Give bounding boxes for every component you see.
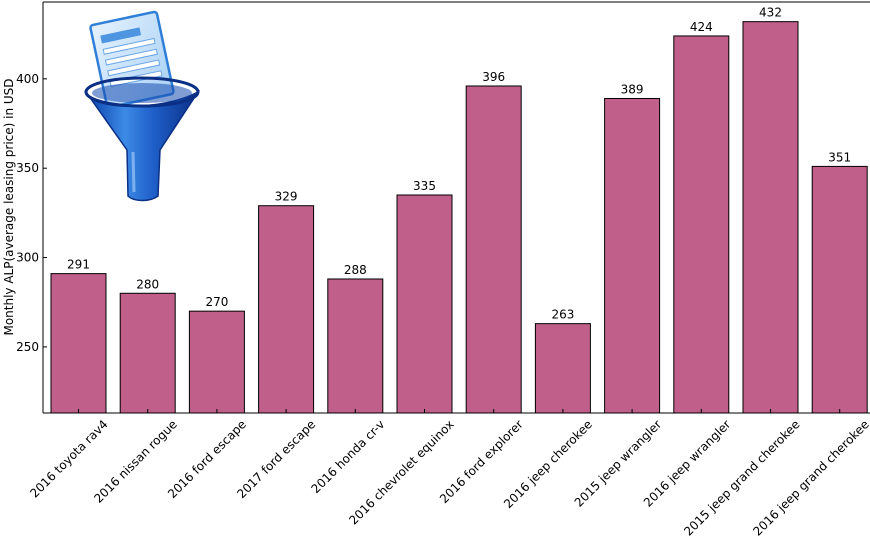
bar [534, 323, 591, 414]
bar-value-label: 424 [690, 20, 713, 34]
bar-value-label: 351 [828, 150, 851, 164]
bar-value-label: 263 [551, 308, 574, 322]
y-tick-label: 400 [16, 72, 39, 86]
bar-value-label: 335 [413, 179, 436, 193]
bar-value-label: 396 [482, 70, 505, 84]
x-tick-label: 2016 honda cr-v [309, 417, 388, 496]
bar [50, 273, 107, 414]
bar [119, 292, 176, 414]
bar [742, 21, 799, 414]
bar [604, 97, 661, 414]
bar [465, 85, 522, 414]
x-tick-label: 2015 jeep grand cherokee [681, 417, 802, 538]
bar [673, 35, 730, 414]
bar-value-label: 280 [136, 277, 159, 291]
bars-layer: 291 280 270 329 288 335 396 263 389 424 432 351 [50, 6, 868, 414]
bar-value-label: 270 [205, 295, 228, 309]
x-tick-label: 2016 jeep grand cherokee [750, 417, 870, 538]
bar-value-label: 288 [344, 263, 367, 277]
bar [258, 205, 315, 414]
bar [811, 165, 868, 414]
funnel-document-icon [84, 10, 201, 202]
y-tick-label: 300 [16, 251, 39, 265]
bar-value-label: 329 [275, 190, 298, 204]
bar [327, 278, 384, 414]
bar [396, 194, 453, 414]
y-tick-label: 350 [16, 161, 39, 175]
y-tick-label: 250 [16, 340, 39, 354]
bar-value-label: 291 [67, 258, 90, 272]
bar-value-label: 432 [759, 6, 782, 20]
bar-value-label: 389 [621, 82, 644, 96]
y-ticks-layer: 250 300 350 400 [16, 72, 47, 354]
x-tick-label: 2017 ford escape [234, 417, 318, 501]
y-axis-title: Monthly ALP(average leasing price) in US… [2, 78, 16, 335]
bar [188, 310, 245, 414]
